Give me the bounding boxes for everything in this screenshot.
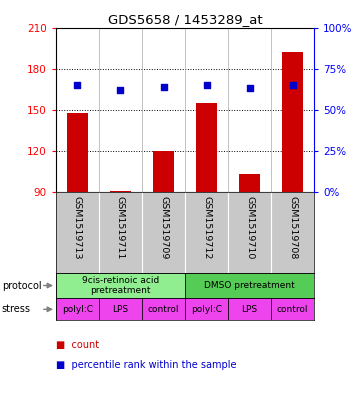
Text: GSM1519711: GSM1519711 [116, 196, 125, 260]
Text: GSM1519708: GSM1519708 [288, 196, 297, 260]
Bar [228, 298, 271, 320]
Text: LPS: LPS [112, 305, 129, 314]
Point [75, 82, 81, 88]
Point [290, 82, 295, 88]
Point [118, 87, 123, 93]
Bar [56, 298, 99, 320]
Text: polyI:C: polyI:C [62, 305, 93, 314]
Bar [110, 191, 131, 192]
Point [247, 85, 252, 92]
Bar [153, 151, 174, 192]
Point [204, 82, 209, 88]
Text: GSM1519710: GSM1519710 [245, 196, 254, 260]
Text: protocol: protocol [2, 281, 42, 290]
Bar [282, 52, 303, 192]
Text: GSM1519712: GSM1519712 [202, 196, 211, 260]
Text: DMSO pretreatment: DMSO pretreatment [204, 281, 295, 290]
Text: ■  percentile rank within the sample: ■ percentile rank within the sample [56, 360, 236, 369]
Bar [99, 298, 142, 320]
Text: GSM1519713: GSM1519713 [73, 196, 82, 260]
Bar [142, 298, 185, 320]
Bar [239, 174, 260, 192]
Text: LPS: LPS [242, 305, 258, 314]
Bar [185, 273, 314, 298]
Bar [196, 103, 217, 192]
Text: ■  count: ■ count [56, 340, 99, 350]
Bar [271, 298, 314, 320]
Bar [56, 273, 185, 298]
Point [161, 84, 166, 90]
Text: 9cis-retinoic acid
pretreatment: 9cis-retinoic acid pretreatment [82, 276, 159, 295]
Bar [185, 298, 228, 320]
Text: GSM1519709: GSM1519709 [159, 196, 168, 260]
Title: GDS5658 / 1453289_at: GDS5658 / 1453289_at [108, 13, 262, 26]
Text: polyI:C: polyI:C [191, 305, 222, 314]
Text: stress: stress [2, 304, 31, 314]
Text: control: control [148, 305, 179, 314]
Text: control: control [277, 305, 308, 314]
Bar [67, 113, 88, 192]
